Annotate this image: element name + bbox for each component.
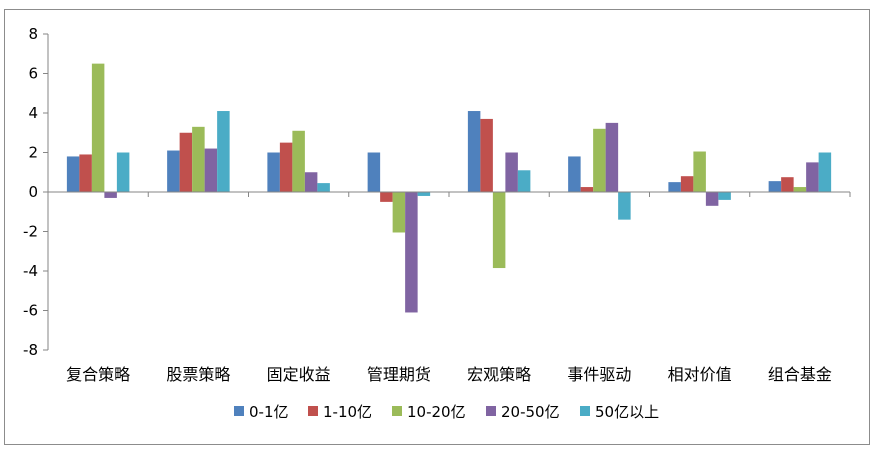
bar — [304, 172, 318, 192]
bar — [292, 130, 305, 192]
category-label: 组合基金 — [768, 365, 832, 384]
y-tick-label: 2 — [28, 144, 38, 162]
bar — [79, 154, 92, 192]
bar — [367, 152, 381, 192]
bar — [380, 192, 393, 202]
bar — [668, 182, 681, 193]
x-category-labels: 复合策略 股票策略 固定收益 管理期货 宏观策略 事件驱动 相对价值 组合基金 — [66, 365, 832, 384]
bar — [467, 111, 481, 192]
legend-swatch — [234, 406, 244, 416]
bar — [568, 156, 581, 192]
axes-group — [43, 33, 851, 351]
legend-swatch — [392, 406, 402, 416]
bar — [806, 162, 819, 193]
legend-label: 10-20亿 — [407, 403, 466, 421]
bar — [267, 152, 280, 192]
bars-group — [66, 63, 832, 313]
category-label: 固定收益 — [267, 365, 331, 384]
category-label: 管理期货 — [367, 365, 431, 384]
bar — [768, 181, 782, 192]
bar — [279, 142, 293, 193]
y-tick-label: 4 — [28, 104, 38, 122]
legend-label: 0-1亿 — [249, 403, 289, 421]
legend-label: 1-10亿 — [323, 403, 372, 421]
bar — [405, 192, 418, 313]
y-tick-label: 6 — [28, 65, 38, 83]
y-tick-label: -6 — [23, 302, 38, 320]
category-label: 复合策略 — [66, 365, 130, 384]
category-label: 事件驱动 — [567, 365, 631, 384]
bar — [104, 192, 117, 198]
bar — [580, 187, 594, 192]
bar — [718, 192, 731, 200]
bar — [392, 192, 406, 233]
bar — [91, 63, 105, 193]
bar — [505, 152, 518, 192]
legend-swatch — [308, 406, 318, 416]
category-label: 股票策略 — [166, 365, 230, 384]
bar — [818, 152, 832, 192]
bar — [605, 122, 619, 193]
bar — [317, 183, 330, 192]
category-label: 宏观策略 — [467, 365, 531, 384]
bar — [217, 111, 230, 192]
bar — [417, 192, 431, 196]
y-tick-label: -4 — [23, 262, 38, 280]
bar — [781, 177, 794, 192]
bar — [66, 156, 80, 192]
bar — [492, 192, 506, 269]
bar — [593, 128, 606, 192]
bar — [116, 152, 130, 192]
bar — [680, 176, 694, 192]
y-tick-label: 0 — [28, 183, 38, 201]
bar — [192, 126, 205, 192]
bar — [693, 151, 706, 192]
bar — [167, 150, 180, 192]
bar — [618, 192, 631, 220]
chart-frame — [4, 9, 870, 445]
y-tick-label: 8 — [28, 25, 38, 43]
legend: 0-1亿 1-10亿 10-20亿 20-50亿 50亿以上 — [234, 403, 659, 421]
y-tick-label: -8 — [23, 341, 38, 359]
bar — [480, 118, 493, 192]
y-tick-label: -2 — [23, 223, 38, 241]
legend-swatch — [580, 406, 590, 416]
legend-swatch — [486, 406, 496, 416]
bar — [793, 187, 807, 192]
y-tick-labels: -8 -6 -4 -2 0 2 4 6 8 — [23, 25, 38, 359]
bar — [517, 170, 531, 192]
bar — [204, 148, 218, 192]
legend-label: 20-50亿 — [501, 403, 560, 421]
legend-label: 50亿以上 — [595, 403, 659, 421]
bar — [179, 132, 193, 192]
bar — [705, 192, 719, 206]
category-label: 相对价值 — [668, 365, 732, 384]
